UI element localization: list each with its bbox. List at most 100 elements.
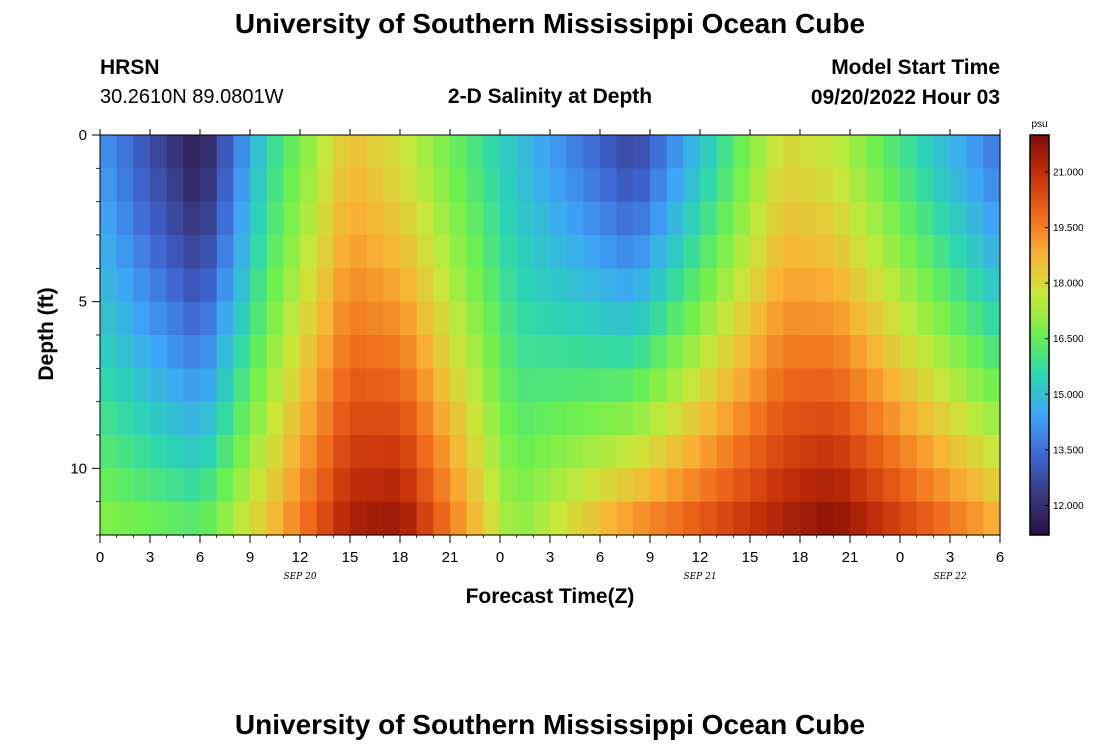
heatmap-cell xyxy=(716,235,734,269)
heatmap-cell xyxy=(483,468,501,503)
heatmap-cell xyxy=(600,435,618,469)
heatmap-cell xyxy=(283,468,301,503)
heatmap-cell xyxy=(816,401,834,436)
heatmap-cell xyxy=(383,501,401,536)
heatmap-cell xyxy=(133,235,151,269)
heatmap-cell xyxy=(933,435,951,469)
heatmap-cell xyxy=(666,368,684,403)
heatmap-cell xyxy=(150,168,168,203)
heatmap-cell xyxy=(616,501,634,536)
heatmap-cell xyxy=(500,401,518,436)
heatmap-cell xyxy=(100,368,118,403)
heatmap-cell xyxy=(733,501,751,536)
heatmap-cell xyxy=(216,501,234,536)
heatmap-cell xyxy=(133,268,151,303)
heatmap-cell xyxy=(916,435,934,469)
heatmap-cell xyxy=(866,235,884,269)
x-date-label: SEP 21 xyxy=(683,572,716,582)
heatmap-cell xyxy=(883,301,901,336)
heatmap-cell xyxy=(450,435,468,469)
heatmap-cell xyxy=(766,235,784,269)
heatmap-cell xyxy=(933,201,951,236)
x-tick-label: 9 xyxy=(646,549,654,566)
heatmap-cell xyxy=(750,401,768,436)
heatmap-cell xyxy=(683,168,701,203)
heatmap-cell xyxy=(700,401,718,436)
heatmap-cell xyxy=(666,401,684,436)
heatmap-cell xyxy=(866,501,884,536)
heatmap-cell xyxy=(950,335,968,369)
heatmap-cell xyxy=(733,301,751,336)
heatmap-cell xyxy=(783,401,801,436)
heatmap-cell xyxy=(683,235,701,269)
heatmap-cell xyxy=(183,335,201,369)
colorbar-label: 12.000 xyxy=(1053,501,1084,512)
heatmap-cell xyxy=(100,401,118,436)
heatmap-cell xyxy=(183,168,201,203)
heatmap-cell xyxy=(883,135,901,169)
heatmap-cell xyxy=(400,301,418,336)
heatmap-cell xyxy=(416,235,434,269)
heatmap-cell xyxy=(566,501,584,536)
heatmap-cell xyxy=(650,135,668,169)
y-tick-label: 5 xyxy=(79,294,87,311)
heatmap-cell xyxy=(950,168,968,203)
heatmap-cell xyxy=(333,135,351,169)
heatmap-cell xyxy=(166,235,184,269)
heatmap-cell xyxy=(650,435,668,469)
heatmap-cell xyxy=(916,135,934,169)
heatmap-cell xyxy=(200,468,218,503)
heatmap-cell xyxy=(250,335,268,369)
heatmap-cell xyxy=(700,301,718,336)
heatmap-cell xyxy=(966,368,984,403)
heatmap-cell xyxy=(366,235,384,269)
heatmap-cell xyxy=(500,335,518,369)
heatmap-cell xyxy=(383,468,401,503)
x-tick-label: 15 xyxy=(342,549,359,566)
heatmap-cell xyxy=(750,368,768,403)
heatmap-cell xyxy=(733,168,751,203)
heatmap-cell xyxy=(733,435,751,469)
heatmap-cell xyxy=(400,368,418,403)
heatmap-cell xyxy=(883,168,901,203)
heatmap-cell xyxy=(566,268,584,303)
heatmap-cell xyxy=(200,501,218,536)
heatmap-cell xyxy=(283,135,301,169)
heatmap-cell xyxy=(966,135,984,169)
heatmap-cell xyxy=(566,401,584,436)
heatmap-cell xyxy=(233,435,251,469)
heatmap-cell xyxy=(266,468,284,503)
heatmap-cell xyxy=(516,235,534,269)
heatmap-cell xyxy=(716,268,734,303)
heatmap-cell xyxy=(983,468,1001,503)
heatmap-cell xyxy=(700,501,718,536)
heatmap-cell xyxy=(450,401,468,436)
heatmap-cell xyxy=(683,135,701,169)
heatmap-cell xyxy=(583,435,601,469)
heatmap-cell xyxy=(550,235,568,269)
heatmap-cell xyxy=(900,135,918,169)
heatmap-cell xyxy=(666,235,684,269)
heatmap-cell xyxy=(533,301,551,336)
heatmap-cell xyxy=(183,201,201,236)
heatmap-cell xyxy=(216,468,234,503)
heatmap-cell xyxy=(133,435,151,469)
heatmap-cell xyxy=(433,135,451,169)
heatmap-cell xyxy=(533,335,551,369)
heatmap-cell xyxy=(216,268,234,303)
heatmap-cell xyxy=(250,268,268,303)
colorbar-label: 18.000 xyxy=(1053,279,1084,290)
heatmap-cell xyxy=(900,501,918,536)
heatmap-cell xyxy=(716,368,734,403)
heatmap-cell xyxy=(866,468,884,503)
heatmap-cell xyxy=(933,401,951,436)
heatmap-cell xyxy=(533,468,551,503)
heatmap-cell xyxy=(316,168,334,203)
heatmap-cell xyxy=(250,135,268,169)
heatmap-cell xyxy=(316,468,334,503)
heatmap-cell xyxy=(800,168,818,203)
heatmap-cell xyxy=(150,135,168,169)
heatmap-cell xyxy=(550,301,568,336)
heatmap-cell xyxy=(616,201,634,236)
heatmap-cell xyxy=(300,201,318,236)
